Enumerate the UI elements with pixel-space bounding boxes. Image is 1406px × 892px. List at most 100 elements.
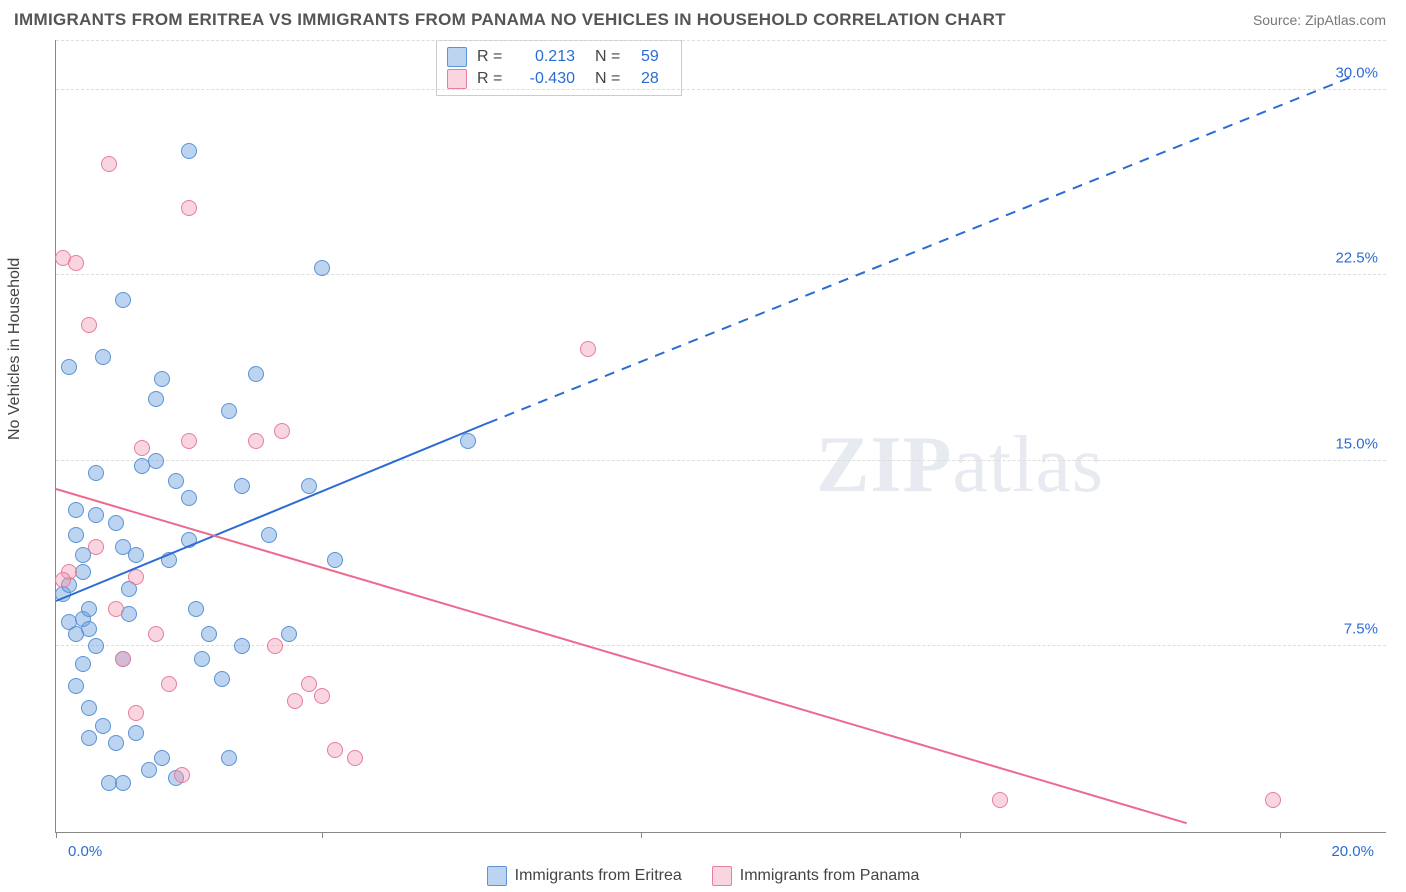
data-point [194,651,210,667]
legend-row-eritrea: R = 0.213 N = 59 [447,47,671,67]
data-point [161,676,177,692]
data-point [181,143,197,159]
data-point [154,750,170,766]
data-point [234,638,250,654]
r-value: 0.213 [515,48,575,66]
data-point [115,775,131,791]
data-point [168,473,184,489]
data-point [81,317,97,333]
data-point [148,453,164,469]
n-label: N = [595,48,631,66]
data-point [580,341,596,357]
x-tick [56,832,57,838]
data-point [327,742,343,758]
data-point [327,552,343,568]
swatch-icon [447,69,467,89]
data-point [1265,792,1281,808]
n-value: 28 [641,70,671,88]
chart-title: IMMIGRANTS FROM ERITREA VS IMMIGRANTS FR… [14,10,1006,30]
swatch-icon [487,866,507,886]
scatter-plot-area: ZIPatlas R = 0.213 N = 59 R = -0.430 N =… [55,40,1386,833]
watermark: ZIPatlas [816,420,1104,511]
data-point [234,478,250,494]
data-point [61,359,77,375]
data-point [108,515,124,531]
data-point [128,705,144,721]
gridline [56,89,1386,90]
data-point [101,156,117,172]
x-tick [322,832,323,838]
x-tick-label: 0.0% [68,843,102,860]
n-label: N = [595,70,631,88]
gridline [56,274,1386,275]
data-point [115,651,131,667]
r-label: R = [477,48,505,66]
data-point [88,507,104,523]
data-point [68,502,84,518]
data-point [95,718,111,734]
data-point [214,671,230,687]
data-point [68,678,84,694]
n-value: 59 [641,48,671,66]
data-point [128,725,144,741]
swatch-icon [447,47,467,67]
data-point [181,433,197,449]
data-point [68,527,84,543]
x-tick [641,832,642,838]
data-point [281,626,297,642]
data-point [141,762,157,778]
data-point [261,527,277,543]
data-point [68,255,84,271]
data-point [75,656,91,672]
trend-line [56,422,489,602]
data-point [68,626,84,642]
data-point [148,626,164,642]
data-point [248,433,264,449]
legend-row-panama: R = -0.430 N = 28 [447,69,671,89]
legend-item-panama: Immigrants from Panama [712,866,920,886]
legend-label: Immigrants from Eritrea [515,867,682,885]
gridline [56,40,1386,41]
data-point [134,440,150,456]
gridline [56,645,1386,646]
trend-line [488,75,1353,423]
data-point [81,730,97,746]
data-point [115,292,131,308]
data-point [347,750,363,766]
data-point [148,391,164,407]
gridline [56,460,1386,461]
data-point [274,423,290,439]
x-tick [1280,832,1281,838]
data-point [115,539,131,555]
y-tick-label: 15.0% [1335,435,1378,452]
data-point [108,735,124,751]
data-point [301,676,317,692]
data-point [95,349,111,365]
data-point [88,465,104,481]
x-tick-label: 20.0% [1331,843,1374,860]
legend-item-eritrea: Immigrants from Eritrea [487,866,682,886]
data-point [287,693,303,709]
data-point [181,490,197,506]
data-point [154,371,170,387]
data-point [88,638,104,654]
y-axis-label: No Vehicles in Household [6,258,24,440]
y-tick-label: 7.5% [1344,621,1378,638]
data-point [992,792,1008,808]
data-point [55,572,71,588]
data-point [81,601,97,617]
data-point [88,539,104,555]
data-point [248,366,264,382]
data-point [108,601,124,617]
data-point [181,200,197,216]
series-legend: Immigrants from Eritrea Immigrants from … [0,866,1406,886]
source-label: Source: ZipAtlas.com [1253,12,1386,28]
legend-label: Immigrants from Panama [740,867,920,885]
data-point [201,626,217,642]
data-point [81,700,97,716]
data-point [460,433,476,449]
trend-line [56,488,1187,824]
data-point [221,750,237,766]
data-point [174,767,190,783]
data-point [301,478,317,494]
